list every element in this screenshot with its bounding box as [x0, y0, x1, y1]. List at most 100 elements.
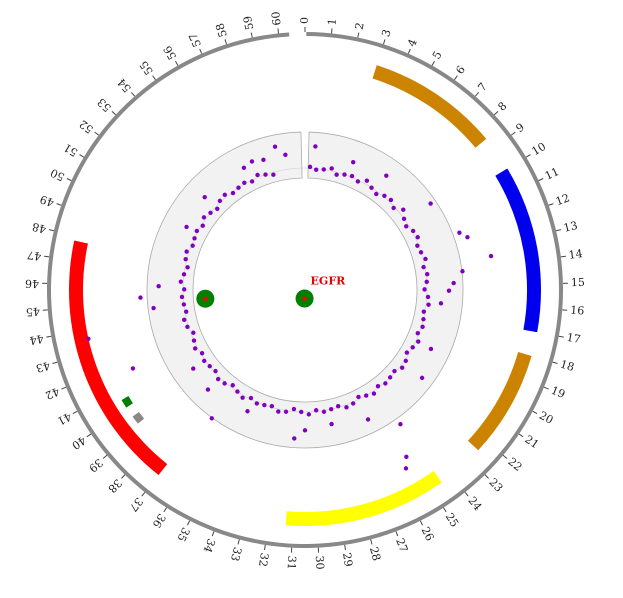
scatter-point	[425, 271, 430, 277]
tick-label: 60	[269, 11, 283, 26]
tick-label: 27	[393, 536, 410, 554]
scatter-point	[179, 294, 185, 300]
scatter-point	[329, 421, 334, 427]
scatter-point	[235, 389, 240, 394]
axis-tick	[474, 92, 479, 97]
scatter-point	[364, 178, 370, 183]
scatter-point	[401, 207, 406, 212]
scatter-point	[428, 201, 433, 206]
scatter-point	[194, 228, 200, 234]
arc-segment	[372, 65, 487, 148]
axis-tick	[560, 255, 566, 258]
scatter-point	[249, 159, 255, 164]
scatter-point	[421, 264, 426, 270]
scatter-point	[401, 216, 407, 221]
axis-tick	[175, 60, 179, 66]
scatter-point	[426, 302, 431, 307]
axis-tick	[382, 39, 386, 45]
arc-segment	[121, 396, 133, 408]
gene-marker-layer: EGFR	[196, 275, 346, 308]
tick-label: 11	[543, 165, 561, 183]
axis-tick	[419, 520, 424, 526]
scatter-point	[283, 409, 289, 414]
scatter-point	[185, 265, 190, 270]
scatter-point	[329, 166, 334, 171]
scatter-point	[191, 338, 197, 343]
scatter-point	[391, 205, 396, 211]
tick-label: 50	[48, 166, 66, 184]
arc-segment	[285, 470, 442, 526]
scatter-point	[465, 235, 470, 240]
tick-label: 28	[367, 545, 383, 562]
scatter-point	[209, 416, 214, 421]
tick-label: 33	[228, 546, 244, 563]
axis-tick	[264, 544, 266, 550]
axis-tick	[61, 386, 67, 390]
tick-label: 41	[55, 410, 73, 428]
axis-tick	[199, 48, 203, 54]
axis-tick	[250, 32, 253, 38]
scatter-point	[369, 185, 374, 190]
tick-label: 43	[34, 359, 51, 375]
arc-segment	[68, 240, 168, 476]
scatter-point	[355, 179, 361, 184]
scatter-point	[254, 401, 260, 406]
scatter-point	[236, 185, 241, 190]
tick-label: 44	[28, 332, 44, 347]
scatter-point	[191, 330, 196, 335]
axis-tick	[56, 203, 62, 206]
gene-marker-dot	[203, 296, 208, 301]
tick-label: 49	[38, 192, 55, 209]
tick-label: 14	[568, 247, 584, 262]
scatter-point	[415, 243, 420, 248]
tick-label: 59	[241, 15, 257, 31]
axis-tick	[532, 410, 538, 415]
scatter-point	[182, 287, 187, 292]
tick-label: 51	[61, 141, 80, 159]
scatter-point	[398, 422, 403, 427]
scatter-point	[222, 381, 227, 386]
scatter-point	[403, 358, 408, 364]
scatter-point	[313, 144, 318, 149]
tick-label: 0	[298, 17, 311, 24]
scatter-point	[363, 393, 369, 398]
axis-tick	[46, 335, 52, 338]
tick-label: 26	[419, 525, 437, 543]
scatter-point	[299, 409, 304, 415]
scatter-point	[410, 345, 415, 350]
scatter-point	[321, 167, 326, 172]
scatter-point	[416, 339, 421, 344]
scatter-point	[335, 403, 341, 409]
axis-tick	[502, 454, 508, 459]
scatter-layer	[86, 144, 494, 471]
scatter-point	[151, 305, 156, 311]
tick-label: 19	[549, 384, 567, 401]
tick-label: 39	[86, 456, 105, 475]
axis-tick	[163, 507, 167, 513]
scatter-point	[302, 428, 308, 433]
scatter-point	[488, 253, 494, 259]
axis-tick	[543, 386, 549, 390]
scatter-point	[306, 412, 312, 417]
scatter-point	[415, 330, 420, 336]
tick-label: 53	[95, 95, 114, 114]
scatter-point	[421, 317, 426, 322]
scatter-point	[371, 391, 377, 396]
scatter-point	[255, 172, 260, 178]
tick-label: 15	[571, 276, 585, 289]
scatter-point	[321, 409, 327, 414]
scatter-point	[424, 279, 429, 285]
scatter-point	[388, 197, 394, 203]
scatter-point	[415, 235, 420, 240]
axis-tick	[370, 539, 373, 545]
scatter-point	[200, 223, 205, 228]
scatter-point	[245, 409, 250, 414]
scatter-point	[351, 159, 356, 165]
axis-tick	[79, 154, 85, 158]
scatter-point	[192, 236, 197, 241]
axis-tick	[52, 361, 58, 364]
tick-label: 48	[31, 220, 48, 236]
scatter-point	[404, 350, 410, 355]
scatter-point	[208, 210, 213, 216]
tick-label: 46	[25, 277, 39, 290]
